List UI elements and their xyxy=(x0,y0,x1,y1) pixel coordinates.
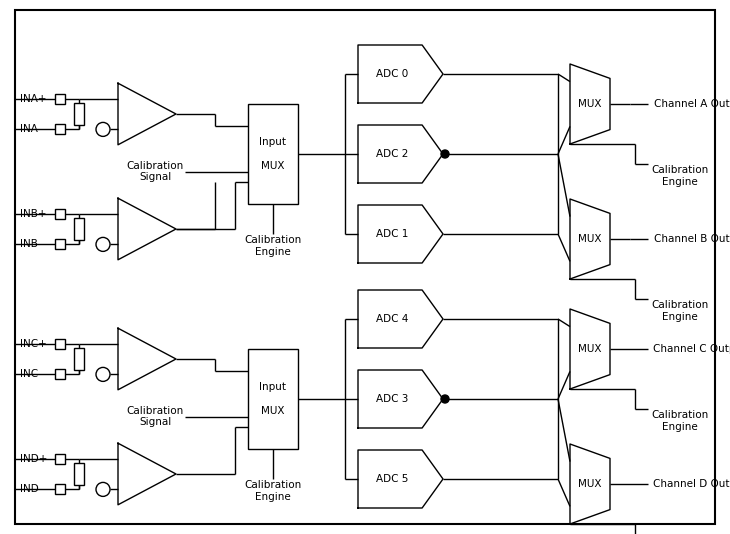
Bar xyxy=(55,93,65,104)
Bar xyxy=(248,104,298,204)
Text: ADC 4: ADC 4 xyxy=(376,314,408,324)
Text: Calibration
Engine: Calibration Engine xyxy=(245,480,301,502)
Bar xyxy=(55,484,65,494)
Text: IND+: IND+ xyxy=(20,453,47,464)
Text: Input: Input xyxy=(259,382,286,392)
Text: MUX: MUX xyxy=(578,99,602,109)
Text: Calibration
Signal: Calibration Signal xyxy=(126,161,184,182)
Bar xyxy=(74,348,84,370)
Bar xyxy=(55,370,65,379)
Text: ADC 5: ADC 5 xyxy=(376,474,408,484)
Text: Input: Input xyxy=(259,137,286,147)
Text: MUX: MUX xyxy=(261,406,285,416)
Text: INC-: INC- xyxy=(20,370,42,379)
Text: Channel D Output: Channel D Output xyxy=(653,479,730,489)
Text: MUX: MUX xyxy=(578,234,602,244)
Text: ADC 3: ADC 3 xyxy=(376,394,408,404)
Text: INC+: INC+ xyxy=(20,339,47,349)
Bar xyxy=(55,339,65,349)
Text: ADC 2: ADC 2 xyxy=(376,149,408,159)
Text: INB+: INB+ xyxy=(20,209,47,218)
Circle shape xyxy=(96,482,110,497)
Text: Calibration
Signal: Calibration Signal xyxy=(126,406,184,427)
Circle shape xyxy=(441,150,449,158)
Bar xyxy=(55,209,65,218)
Text: Calibration
Engine: Calibration Engine xyxy=(651,410,709,432)
Text: Calibration
Engine: Calibration Engine xyxy=(245,235,301,257)
Bar xyxy=(74,103,84,125)
Text: MUX: MUX xyxy=(578,344,602,354)
Text: Calibration
Engine: Calibration Engine xyxy=(651,165,709,187)
Bar xyxy=(55,239,65,249)
Circle shape xyxy=(96,367,110,381)
Bar xyxy=(74,218,84,240)
Text: Calibration
Engine: Calibration Engine xyxy=(651,300,709,322)
Bar xyxy=(55,453,65,464)
Bar xyxy=(74,463,84,485)
Text: Channel B Output: Channel B Output xyxy=(653,234,730,244)
Text: INA+: INA+ xyxy=(20,93,47,104)
Text: MUX: MUX xyxy=(261,161,285,171)
Text: ADC 0: ADC 0 xyxy=(376,69,408,79)
Circle shape xyxy=(96,238,110,252)
Text: ADC 1: ADC 1 xyxy=(376,229,408,239)
Text: INB-: INB- xyxy=(20,239,42,249)
Text: Channel A Output: Channel A Output xyxy=(653,99,730,109)
Text: Channel C Output: Channel C Output xyxy=(653,344,730,354)
Bar xyxy=(248,349,298,449)
Circle shape xyxy=(441,395,449,403)
Bar xyxy=(55,124,65,135)
Text: IND-: IND- xyxy=(20,484,42,494)
Text: MUX: MUX xyxy=(578,479,602,489)
Circle shape xyxy=(96,122,110,136)
Text: INA-: INA- xyxy=(20,124,42,135)
